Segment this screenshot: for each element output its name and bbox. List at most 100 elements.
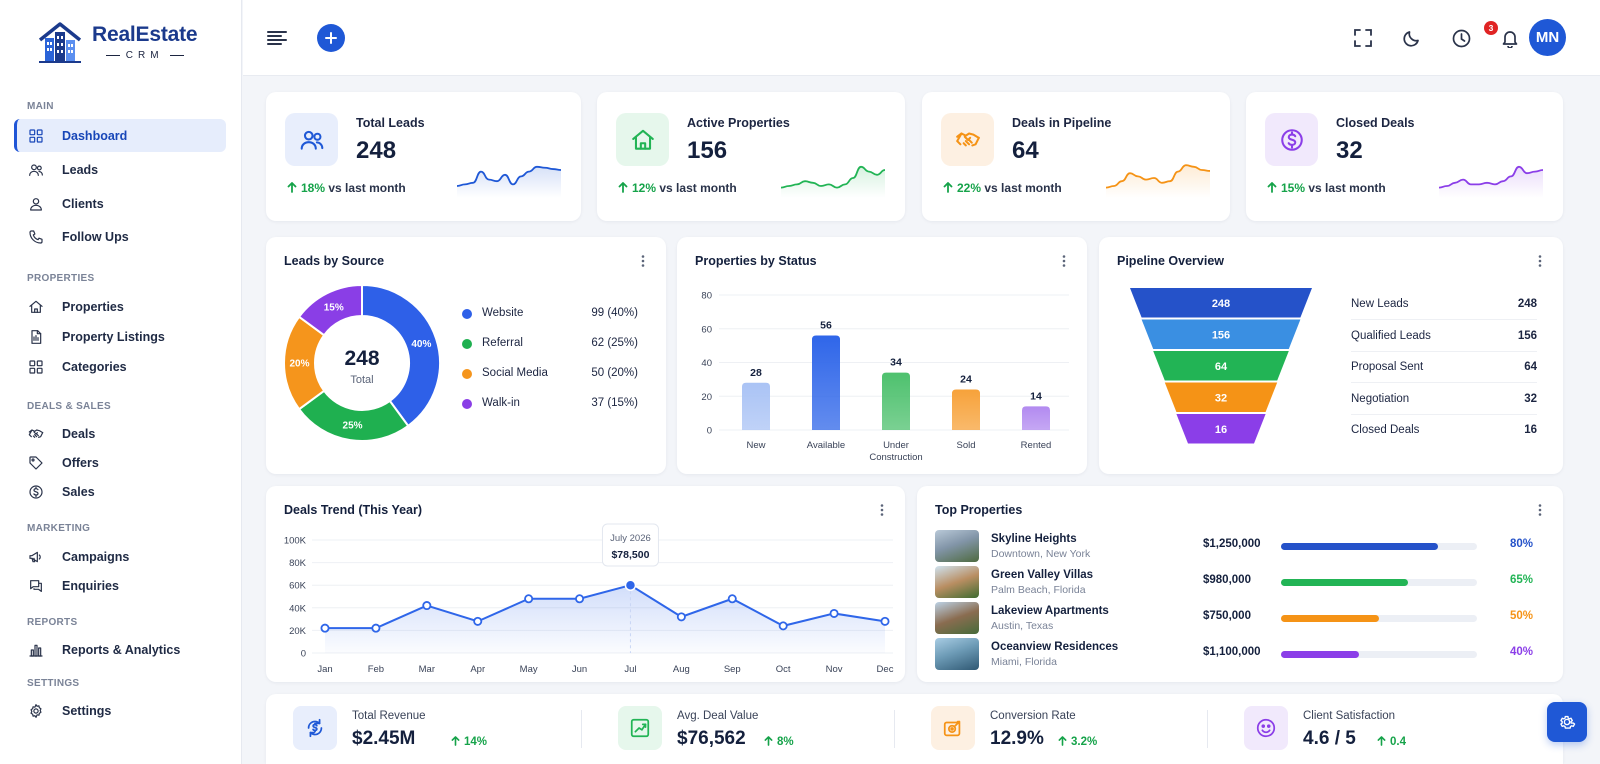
users-icon [29, 163, 43, 176]
donut-slice-walk-in [297, 283, 363, 337]
bar-sold [952, 389, 980, 430]
sidebar-item-clients[interactable]: Clients [14, 187, 226, 220]
x-tick-label: May [520, 664, 538, 675]
property-row[interactable]: Lakeview Apartments Austin, Texas $750,000… [935, 602, 1533, 636]
kpi-icon-tile [285, 113, 338, 166]
sidebar-item-settings[interactable]: Settings [14, 694, 226, 727]
dark-mode-button[interactable] [1400, 26, 1424, 50]
pipeline-row: New Leads 248 [1351, 289, 1537, 320]
x-tick-label: Construction [869, 452, 922, 463]
property-row[interactable]: Skyline Heights Downtown, New York $1,250,… [935, 530, 1533, 564]
menu-toggle-button[interactable] [265, 26, 289, 50]
sidebar-item-property-listings[interactable]: Property Listings [14, 320, 226, 353]
top-properties-card: Top Properties Skyline Heights Downtown, … [917, 486, 1563, 682]
x-tick-label: Under [883, 440, 909, 451]
trend-point [371, 623, 381, 633]
brand-sub: CRM [106, 50, 184, 61]
property-name: Lakeview Apartments [991, 605, 1109, 617]
sidebar-item-offers[interactable]: Offers [14, 446, 226, 479]
legend-dot [462, 369, 472, 379]
pipeline-row: Qualified Leads 156 [1351, 321, 1537, 352]
donut-slice-label: 20% [289, 359, 309, 370]
sparkline-line [1438, 165, 1544, 189]
nav-section-title: SETTINGS [27, 678, 80, 689]
property-thumbnail [935, 638, 979, 670]
sidebar-item-categories[interactable]: Categories [14, 350, 226, 383]
tooltip-label: July 2026 [610, 533, 651, 544]
summary-stat-avg-deal-value: Avg. Deal Value $76,562 8% [611, 694, 911, 764]
nav-section-title: DEALS & SALES [27, 401, 111, 412]
pipeline-row: Proposal Sent 64 [1351, 352, 1537, 383]
legend-value: 99 (40%) [591, 307, 638, 319]
sidebar-item-campaigns[interactable]: Campaigns [14, 540, 226, 573]
sparkline-area [781, 166, 885, 198]
property-row[interactable]: Green Valley Villas Palm Beach, Florida $9… [935, 566, 1533, 600]
property-progress-fill [1281, 651, 1360, 658]
x-tick-label: Jun [572, 664, 587, 675]
sidebar-item-properties[interactable]: Properties [14, 290, 226, 323]
summary-delta-value: 14% [464, 736, 488, 748]
sidebar-item-enquiries[interactable]: Enquiries [14, 569, 226, 602]
legend-name: Walk-in [482, 397, 520, 409]
property-percent: 80% [1509, 538, 1533, 550]
x-tick-label: New [746, 440, 765, 451]
revenue-icon [307, 718, 323, 738]
bar-rented [1022, 406, 1050, 430]
pipeline-stage-name: Proposal Sent [1351, 361, 1424, 373]
kpi-label: Total Leads [356, 116, 425, 130]
kpi-value: 64 [1012, 137, 1039, 164]
add-new-button[interactable] [317, 24, 345, 52]
pipeline-stage-name: Qualified Leads [1351, 329, 1431, 342]
more-options-icon[interactable] [636, 254, 650, 268]
property-row[interactable]: Oceanview Residences Miami, Florida $1,100… [935, 638, 1533, 672]
more-options-icon[interactable] [1057, 254, 1071, 268]
document-icon [31, 329, 42, 344]
pipeline-stage-value: 64 [1524, 361, 1537, 373]
summary-icon-tile [1244, 706, 1288, 750]
kpi-delta-suffix: vs last month [659, 181, 737, 195]
sidebar-item-label: Properties [62, 299, 124, 314]
sidebar-item-dashboard[interactable]: Dashboard [14, 119, 226, 152]
sidebar-item-leads[interactable]: Leads [14, 153, 226, 186]
kpi-delta: 12% vs last month [618, 181, 737, 195]
clock-icon [1452, 29, 1470, 47]
summary-delta-value: 3.2% [1071, 736, 1098, 748]
more-options-icon[interactable] [875, 503, 889, 517]
leads-donut-chart: 40% 25% 20% 15% 248 Total [283, 283, 441, 442]
card-title: Pipeline Overview [1117, 254, 1224, 268]
history-button[interactable] [1449, 26, 1473, 50]
trend-area [325, 585, 885, 653]
sparkline-line [780, 165, 886, 189]
sparkline-area [1439, 166, 1543, 198]
notifications-button[interactable] [1498, 26, 1522, 50]
legend-item: Website 99 (40%) [462, 306, 638, 322]
avatar[interactable]: MN [1529, 19, 1566, 56]
bar-value-label: 34 [890, 357, 902, 369]
divider [894, 710, 895, 748]
property-progress-fill [1281, 543, 1438, 550]
pipeline-stage-name: Negotiation [1351, 392, 1410, 405]
sidebar-item-follow-ups[interactable]: Follow Ups [14, 220, 226, 253]
more-options-icon[interactable] [1533, 503, 1547, 517]
sidebar-item-reports-analytics[interactable]: Reports & Analytics [14, 633, 226, 666]
sidebar-item-deals[interactable]: Deals [14, 417, 226, 450]
divider [581, 710, 582, 748]
x-tick-label: Sep [724, 664, 741, 675]
kpi-icon-tile [941, 113, 994, 166]
more-options-icon[interactable] [1533, 254, 1547, 268]
kpi-value: 156 [687, 137, 728, 164]
kpi-sparkline [456, 165, 562, 198]
property-name: Oceanview Residences [991, 641, 1119, 653]
donut-slice-website [361, 283, 441, 428]
home-icon [29, 300, 43, 313]
bar-value-label: 24 [960, 374, 972, 386]
brand-logo[interactable]: RealEstate CRM [36, 20, 198, 64]
fullscreen-button[interactable] [1351, 26, 1375, 50]
sidebar-item-sales[interactable]: Sales [14, 475, 226, 508]
kpi-sparkline [780, 165, 886, 198]
property-location: Palm Beach, Florida [991, 584, 1086, 596]
settings-fab-button[interactable] [1547, 702, 1587, 742]
property-name: Skyline Heights [991, 533, 1077, 545]
kpi-delta-suffix: vs last month [1308, 181, 1386, 195]
sparkline-line [456, 165, 562, 187]
